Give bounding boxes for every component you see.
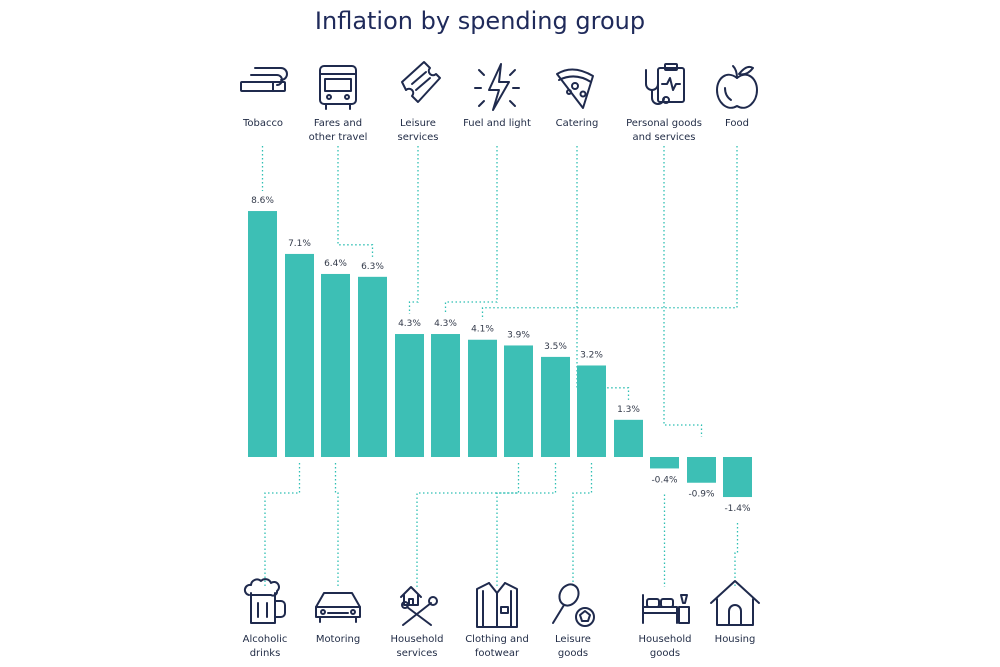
- value-label-3: 6.3%: [361, 262, 384, 272]
- bar-11: [650, 457, 679, 469]
- bar-10: [614, 419, 643, 457]
- car-icon: [315, 592, 361, 623]
- leader-line-5: [444, 146, 498, 315]
- clipboard-stethoscope-icon: [645, 63, 685, 105]
- beer-mug-icon: [243, 578, 286, 624]
- leader-line-6: [481, 146, 738, 320]
- leader-line-4: [408, 146, 419, 315]
- bar-7: [504, 345, 533, 457]
- category-icons: [240, 61, 760, 628]
- category-label-12: Personal goods and services: [626, 118, 702, 143]
- value-label-9: 3.2%: [580, 350, 603, 360]
- value-label-0: 8.6%: [251, 196, 274, 206]
- house-icon: [710, 580, 760, 626]
- bars: [248, 211, 752, 498]
- leader-line-2: [334, 463, 339, 587]
- category-label-3: Fares and other travel: [309, 118, 368, 143]
- leader-line-1: [264, 463, 301, 587]
- category-label-6: Food: [725, 118, 749, 129]
- category-labels: Tobacco Fares and other travel Leisure servi…: [242, 118, 755, 659]
- category-label-9: Leisure goods: [555, 634, 591, 659]
- leader-line-13: [734, 523, 739, 587]
- bar-12: [687, 457, 716, 483]
- bar-3: [358, 276, 387, 457]
- value-label-10: 1.3%: [617, 405, 640, 415]
- bar-1: [285, 253, 314, 457]
- value-label-7: 3.9%: [507, 330, 530, 340]
- value-label-8: 3.5%: [544, 342, 567, 352]
- leader-line-7: [416, 463, 520, 587]
- value-label-5: 4.3%: [434, 319, 457, 329]
- value-label-2: 6.4%: [324, 259, 347, 269]
- house-tools-icon: [400, 586, 438, 626]
- category-label-8: Clothing and footwear: [465, 634, 529, 659]
- bar-9: [577, 365, 606, 457]
- bar-6: [468, 339, 497, 457]
- leader-line-3: [337, 146, 374, 257]
- bar-2: [321, 273, 350, 457]
- bed-icon: [642, 594, 690, 624]
- bar-4: [395, 334, 424, 457]
- leader-line-9: [572, 463, 593, 587]
- category-label-11: Household goods: [639, 634, 692, 659]
- sports-ball-icon: [552, 583, 595, 627]
- bar-5: [431, 334, 460, 457]
- leader-line-8: [496, 463, 557, 587]
- category-label-1: Alcoholic drinks: [243, 634, 288, 659]
- shirt-icon: [476, 582, 518, 628]
- bar-0: [248, 211, 277, 457]
- pizza-icon: [556, 68, 594, 109]
- category-label-2: Motoring: [316, 634, 360, 645]
- ticket-icon: [401, 61, 441, 103]
- value-label-11: -0.4%: [651, 475, 678, 485]
- value-label-4: 4.3%: [398, 319, 421, 329]
- category-label-5: Fuel and light: [463, 118, 531, 129]
- value-label-1: 7.1%: [288, 239, 311, 249]
- value-label-12: -0.9%: [688, 490, 715, 500]
- leader-lines: [261, 146, 739, 587]
- bar-8: [541, 356, 570, 457]
- apple-icon: [716, 65, 758, 109]
- leader-line-12: [663, 146, 703, 437]
- lightning-icon: [474, 63, 520, 111]
- value-labels: 8.6% 7.1% 6.4% 6.3% 4.3% 4.3% 4.1% 3.9% 3.5% 3.2%…: [251, 196, 751, 514]
- category-label-0: Tobacco: [242, 118, 283, 129]
- category-label-13: Housing: [715, 634, 756, 645]
- cigarette-icon: [240, 67, 288, 92]
- bar-13: [723, 457, 752, 498]
- value-label-6: 4.1%: [471, 325, 494, 335]
- category-label-10: Catering: [556, 118, 599, 129]
- chart-title: Inflation by spending group: [315, 7, 645, 35]
- category-label-4: Leisure services: [397, 118, 438, 143]
- value-label-13: -1.4%: [724, 504, 751, 514]
- leader-line-10: [576, 146, 630, 400]
- bus-icon: [319, 65, 357, 110]
- category-label-7: Household services: [391, 634, 444, 659]
